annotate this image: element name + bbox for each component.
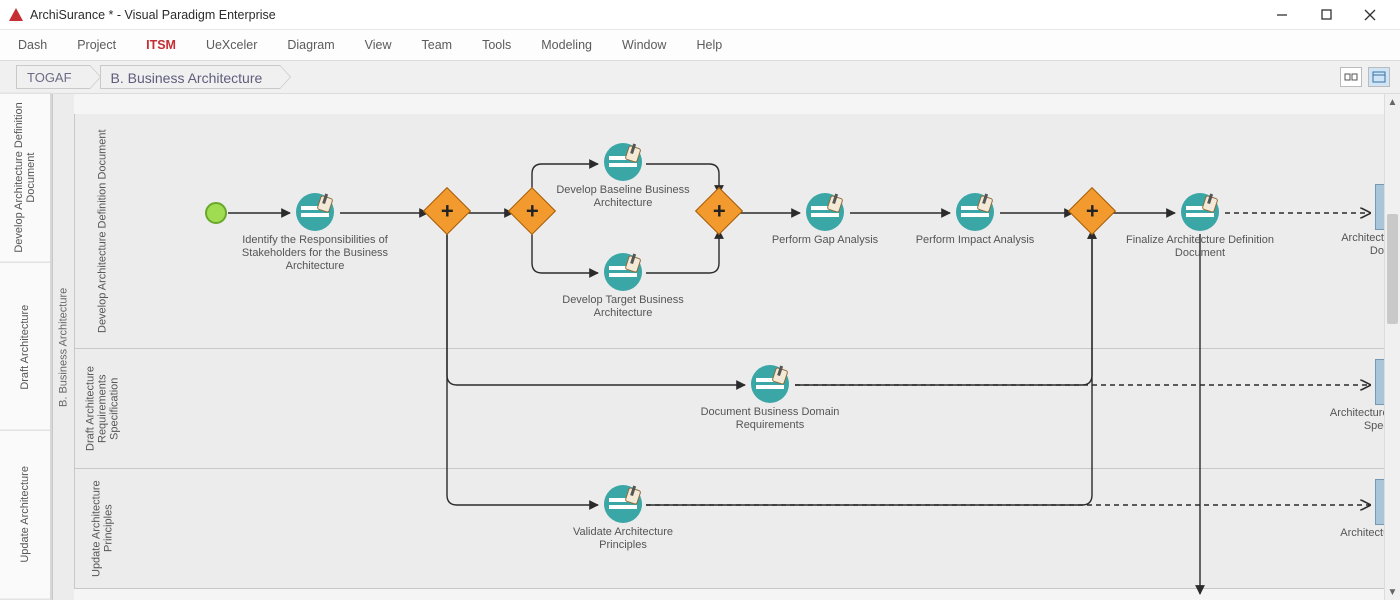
breadcrumb: TOGAF B. Business Architecture xyxy=(16,65,1340,89)
task[interactable] xyxy=(750,364,790,404)
edge xyxy=(447,230,598,505)
layout-icon[interactable] xyxy=(1368,67,1390,87)
swimlane-label: Develop Architecture Definition Document xyxy=(74,114,130,348)
edge xyxy=(646,230,719,273)
canvas[interactable]: B. Business Architecture Develop Archite… xyxy=(52,94,1400,600)
edge xyxy=(532,230,598,273)
menu-item-help[interactable]: Help xyxy=(696,38,722,52)
start-event[interactable] xyxy=(205,202,227,224)
menu-item-project[interactable]: Project xyxy=(77,38,116,52)
scroll-thumb[interactable] xyxy=(1387,214,1398,324)
menu-item-diagram[interactable]: Diagram xyxy=(287,38,334,52)
app-icon xyxy=(8,7,24,23)
menu-item-itsm[interactable]: ITSM xyxy=(146,38,176,52)
swimlane-label: Update Architecture Principles xyxy=(74,469,130,588)
swimlanes: Develop Architecture Definition Document… xyxy=(74,94,1384,600)
edge xyxy=(646,164,719,194)
workspace: Develop Architecture Definition Document… xyxy=(0,94,1400,600)
side-tab[interactable]: Draft Architecture xyxy=(0,262,51,432)
menubar: Dash Project ITSM UeXceler Diagram View Team To… xyxy=(0,30,1400,60)
titlebar: ArchiSurance * - Visual Paradigm Enterpr… xyxy=(0,0,1400,30)
flow-edges xyxy=(130,94,1384,600)
menu-item-team[interactable]: Team xyxy=(422,38,453,52)
window-title: ArchiSurance * - Visual Paradigm Enterpr… xyxy=(30,8,1260,22)
pool-label: B. Business Architecture xyxy=(52,94,74,600)
toolbar-right xyxy=(1340,67,1390,87)
scroll-down-icon[interactable]: ▼ xyxy=(1385,584,1400,600)
task[interactable] xyxy=(603,484,643,524)
maximize-button[interactable] xyxy=(1304,1,1348,29)
breadcrumb-item[interactable]: TOGAF xyxy=(16,65,90,89)
menu-item-window[interactable]: Window xyxy=(622,38,666,52)
edge xyxy=(447,230,745,385)
window-controls xyxy=(1260,1,1392,29)
edge xyxy=(532,164,598,196)
scroll-up-icon[interactable]: ▲ xyxy=(1385,94,1400,110)
menu-item-modeling[interactable]: Modeling xyxy=(541,38,592,52)
side-tabs: Develop Architecture Definition Document… xyxy=(0,94,52,600)
close-button[interactable] xyxy=(1348,1,1392,29)
task[interactable] xyxy=(805,192,845,232)
fit-icon[interactable] xyxy=(1340,67,1362,87)
minimize-button[interactable] xyxy=(1260,1,1304,29)
edge xyxy=(795,230,1092,385)
swimlane-label: Draft Architecture Requirements Specific… xyxy=(74,349,130,468)
menu-item-dash[interactable]: Dash xyxy=(18,38,47,52)
edge xyxy=(646,230,1092,505)
breadcrumb-item[interactable]: B. Business Architecture xyxy=(100,65,281,89)
task[interactable] xyxy=(295,192,335,232)
breadcrumb-bar: TOGAF B. Business Architecture xyxy=(0,60,1400,94)
menu-item-uexceler[interactable]: UeXceler xyxy=(206,38,257,52)
side-tab[interactable]: Develop Architecture Definition Document xyxy=(0,93,51,263)
menu-item-view[interactable]: View xyxy=(365,38,392,52)
task[interactable] xyxy=(955,192,995,232)
task[interactable] xyxy=(603,252,643,292)
vertical-scrollbar[interactable]: ▲ ▼ xyxy=(1384,94,1400,600)
task[interactable] xyxy=(603,142,643,182)
side-tab[interactable]: Update Architecture xyxy=(0,430,51,600)
menu-item-tools[interactable]: Tools xyxy=(482,38,511,52)
task[interactable] xyxy=(1180,192,1220,232)
